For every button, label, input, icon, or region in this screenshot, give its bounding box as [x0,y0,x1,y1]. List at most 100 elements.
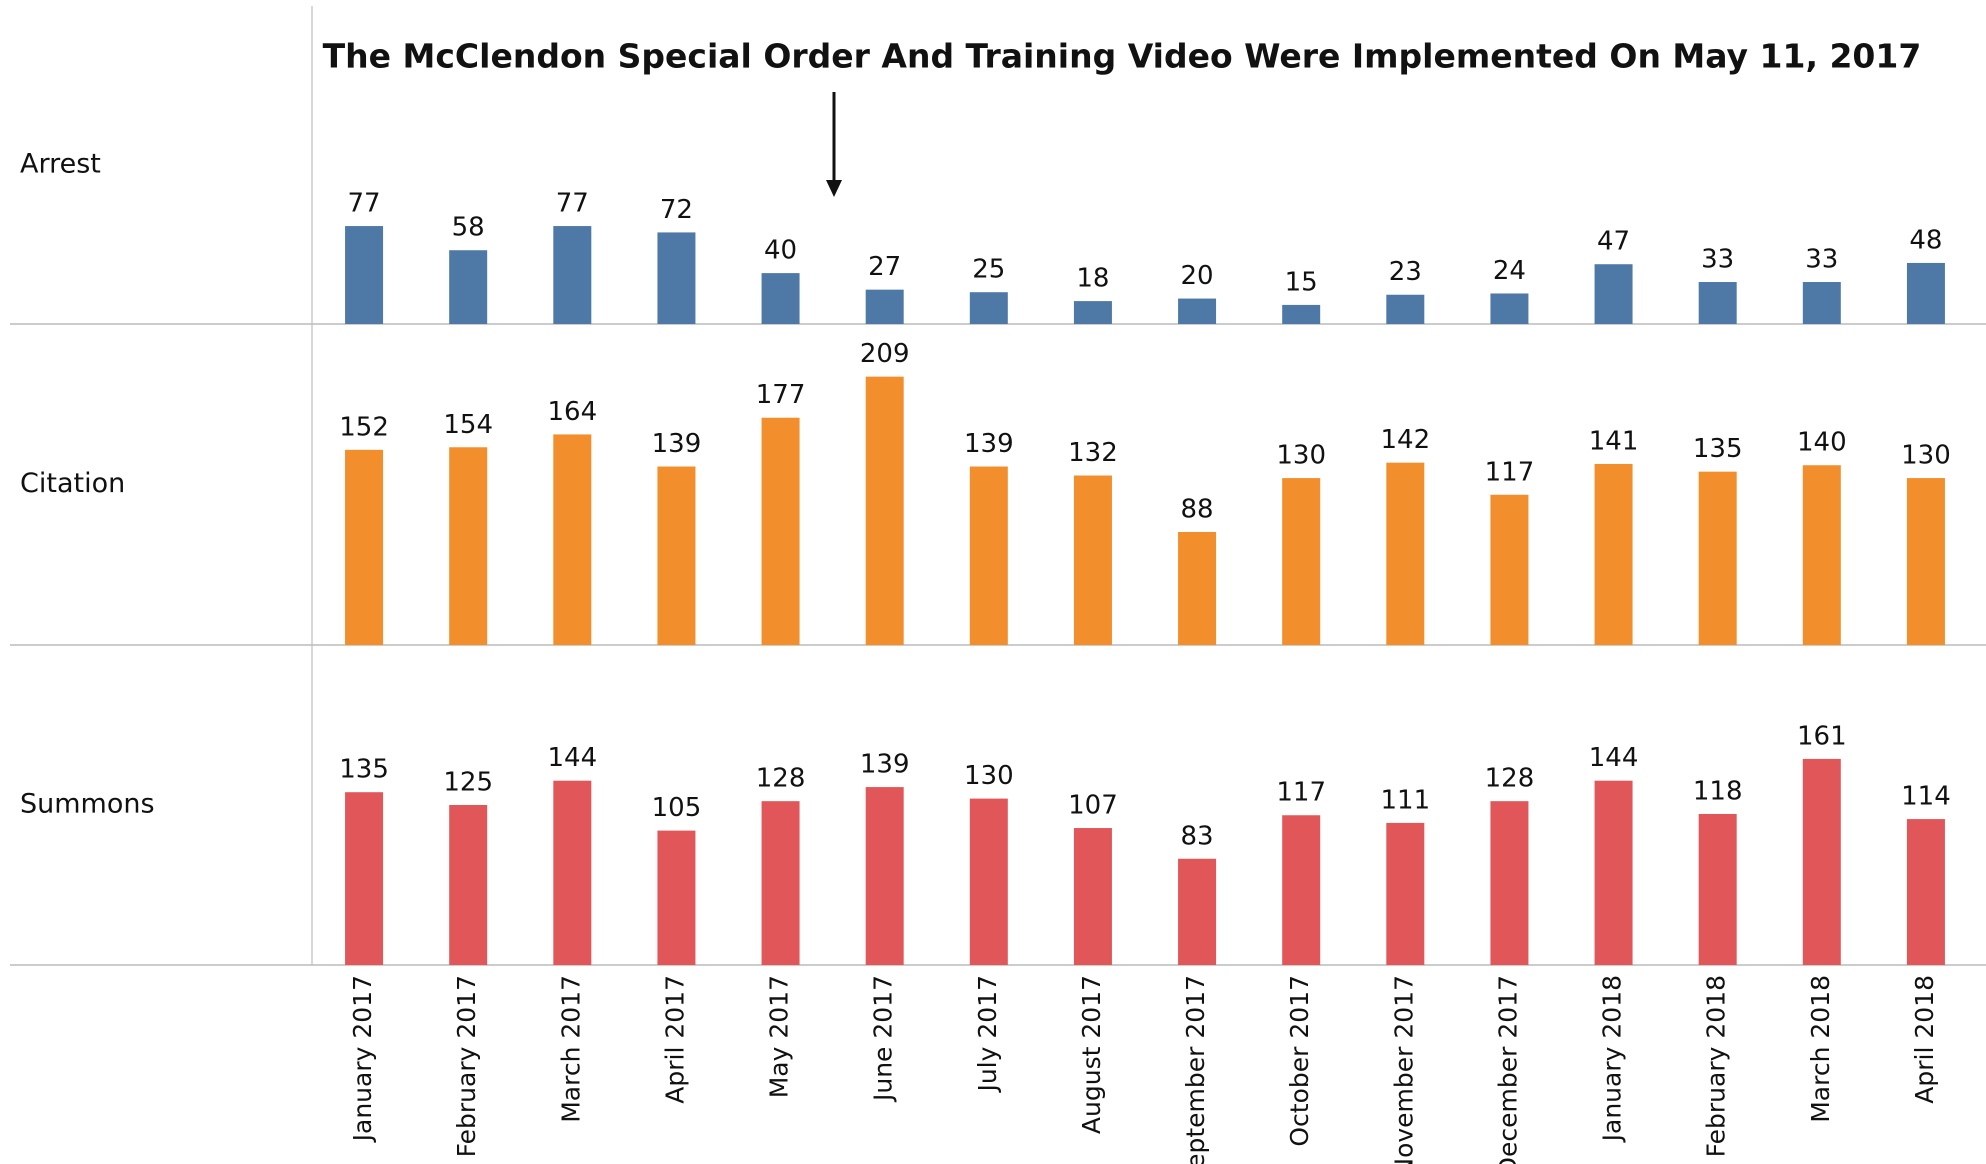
bar [761,417,800,645]
x-tick-label: June 2017 [869,975,898,1103]
value-label: 177 [756,380,806,410]
bar [969,798,1008,965]
value-label: 154 [443,410,493,440]
bar [1490,801,1529,965]
value-label: 18 [1076,264,1109,294]
bar [1906,819,1945,965]
x-tick-label: July 2017 [973,975,1002,1094]
value-label: 132 [1068,438,1118,468]
value-label: 72 [660,195,693,225]
value-label: 24 [1493,256,1526,286]
bar [1698,813,1737,965]
bar [761,273,800,324]
value-label: 20 [1181,261,1214,291]
bar [1386,462,1425,645]
value-label: 140 [1797,428,1847,458]
x-tick-label: May 2017 [765,975,794,1098]
x-tick-label: August 2017 [1077,975,1106,1134]
bar [1282,815,1321,965]
value-label: 164 [547,397,597,427]
value-label: 128 [756,764,806,794]
bar [969,466,1008,645]
value-label: 105 [652,793,702,823]
row-label: Citation [20,468,125,499]
value-label: 152 [339,412,389,442]
value-label: 139 [652,429,702,459]
value-label: 125 [443,768,493,798]
bar [1073,301,1112,324]
x-tick-label: February 2018 [1702,975,1731,1157]
bar [449,250,488,324]
value-label: 139 [964,429,1014,459]
value-label: 40 [764,236,797,266]
row-label: Arrest [20,149,101,180]
bar [1906,478,1945,645]
x-tick-label: December 2017 [1493,975,1522,1164]
bar [1490,293,1529,324]
bar [1802,465,1841,645]
value-label: 27 [868,252,901,282]
value-label: 209 [860,339,910,369]
bar [761,801,800,965]
value-label: 77 [348,189,381,219]
value-label: 117 [1276,778,1326,808]
bar [553,780,592,965]
bar [1073,828,1112,965]
value-label: 128 [1485,764,1535,794]
bar [1802,282,1841,324]
value-label: 130 [964,761,1014,791]
bar [1178,858,1217,965]
bar [1906,262,1945,324]
x-tick-label: April 2018 [1910,975,1939,1104]
value-label: 142 [1380,425,1430,455]
bar [1386,294,1425,324]
bar [1594,463,1633,645]
chart-title: The McClendon Special Order And Training… [323,37,1922,76]
value-label: 25 [972,255,1005,285]
value-label: 33 [1701,245,1734,275]
x-tick-label: January 2017 [348,975,377,1143]
value-label: 130 [1276,441,1326,471]
bar [449,447,488,645]
bar [1490,494,1529,645]
x-tick-label: February 2017 [452,975,481,1157]
value-label: 15 [1285,267,1318,297]
bar [553,434,592,645]
annotation-arrowhead [826,180,842,197]
bar [1073,475,1112,645]
bar [1282,304,1321,324]
bar [1698,471,1737,645]
bar [449,805,488,965]
bar [1802,758,1841,965]
bar [345,449,384,645]
value-label: 83 [1181,821,1214,851]
value-label: 23 [1389,257,1422,287]
bar [657,466,696,645]
value-label: 130 [1901,441,1951,471]
row-label: Summons [20,789,155,820]
value-label: 135 [339,755,389,785]
bar [657,232,696,324]
bar [865,376,904,645]
value-label: 48 [1909,225,1942,255]
bar [1594,780,1633,965]
value-label: 47 [1597,227,1630,257]
x-tick-label: April 2017 [660,975,689,1104]
x-tick-label: January 2018 [1598,975,1627,1143]
value-label: 107 [1068,791,1118,821]
bar [1178,298,1217,324]
value-label: 88 [1181,495,1214,525]
value-label: 139 [860,750,910,780]
bar [969,292,1008,324]
bar [657,830,696,965]
bar [1178,532,1217,645]
bar [345,792,384,965]
value-label: 58 [452,213,485,243]
value-label: 114 [1901,782,1951,812]
value-label: 161 [1797,721,1847,751]
value-label: 144 [547,743,597,773]
bar [1594,264,1633,324]
bar [1386,822,1425,965]
value-label: 118 [1693,776,1743,806]
